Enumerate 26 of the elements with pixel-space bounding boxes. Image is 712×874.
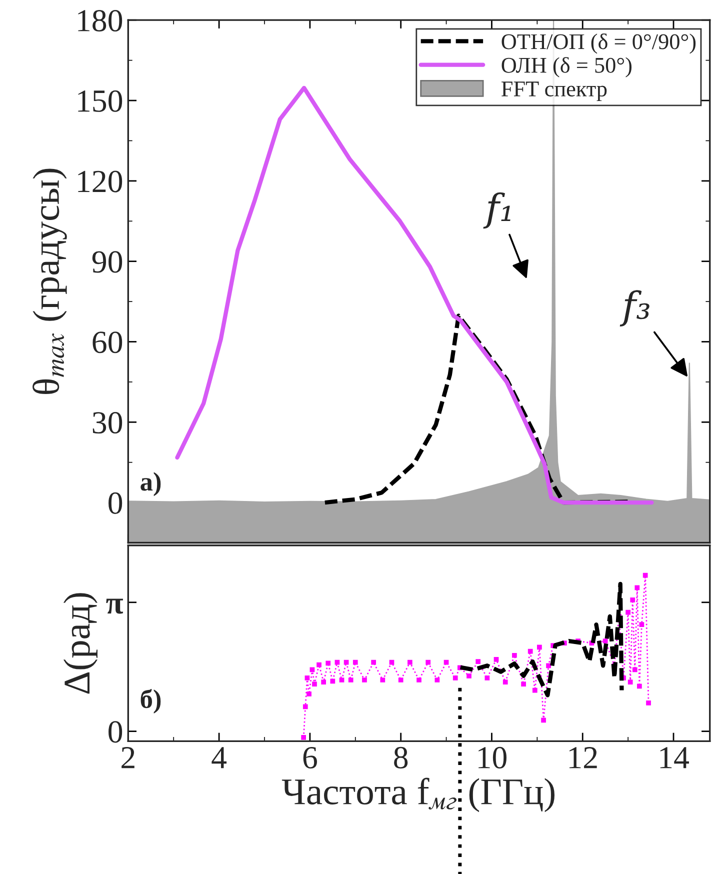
y-tick-label: 120	[78, 170, 122, 192]
annotation: f₃	[620, 290, 650, 326]
y-tick-label: π	[106, 598, 123, 614]
y-axis-title: θ$_{max}$ (градусы)	[32, 168, 67, 394]
y-tick-label: 90	[92, 251, 122, 273]
x-tick-label: 14	[660, 747, 689, 768]
y-tick-label: 180	[78, 10, 122, 32]
y-tick-label: 0	[108, 721, 122, 743]
annotation: а)	[140, 472, 161, 496]
x-tick-label: 4	[212, 747, 227, 768]
legend-label: ОЛН (δ = 50°)	[502, 57, 632, 78]
legend-label: ОТН/ОП (δ = 0°/90°)	[502, 33, 696, 54]
y-tick-label: 30	[92, 412, 122, 434]
legend-label: FFT спектр	[501, 82, 607, 101]
x-tick-label: 6	[303, 747, 317, 768]
x-axis-title: Частота f$_{мг}$ (ГГц)	[282, 778, 554, 812]
x-tick-label: 12	[569, 747, 597, 768]
y-axis-title: Δ(рад)	[63, 593, 98, 694]
y-tick-label: 0	[108, 492, 122, 514]
x-tick-label: 2	[122, 747, 134, 768]
x-tick-label: 10	[478, 746, 506, 768]
annotation: б)	[140, 688, 161, 714]
y-tick-label: 150	[78, 90, 122, 112]
annotation: f₁	[483, 192, 510, 229]
x-tick-label: 8	[394, 746, 408, 768]
y-tick-label: 60	[92, 332, 122, 354]
